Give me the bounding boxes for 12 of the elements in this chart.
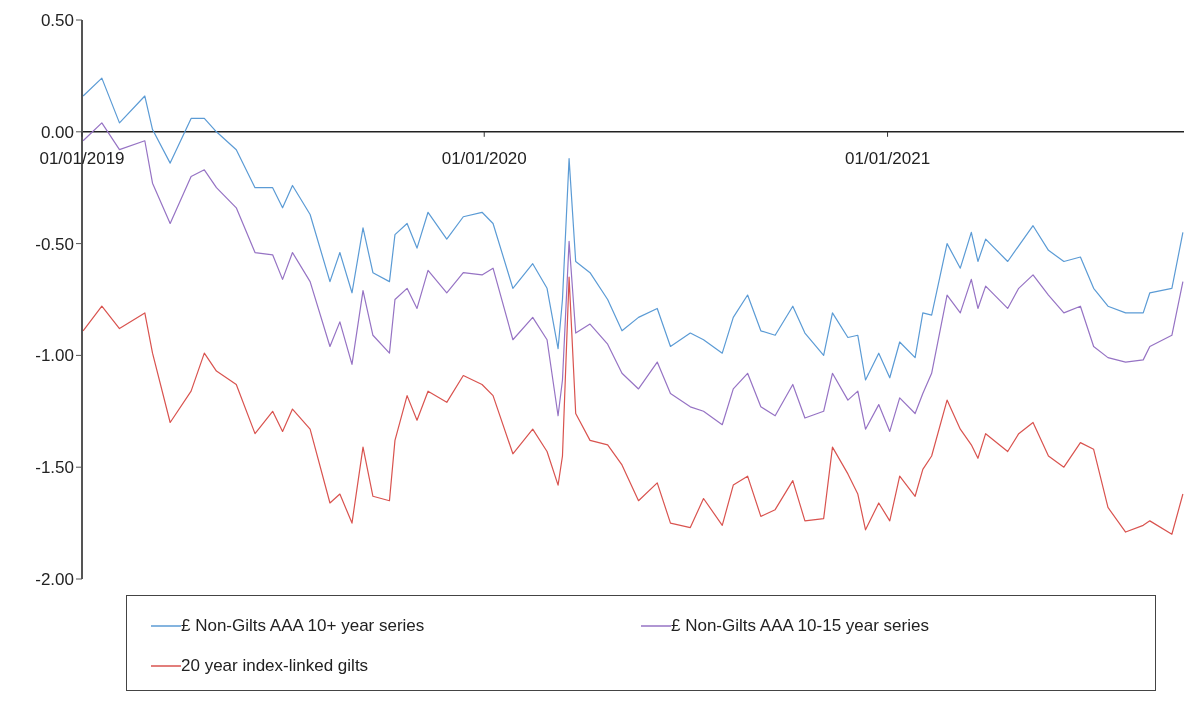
y-tick-label: -2.00 bbox=[35, 570, 74, 590]
legend-label: £ Non-Gilts AAA 10-15 year series bbox=[671, 616, 929, 636]
line-series bbox=[82, 276, 1184, 535]
y-tick-label: -1.00 bbox=[35, 346, 74, 366]
y-tick-label: 0.50 bbox=[40, 11, 74, 31]
legend-label: £ Non-Gilts AAA 10+ year series bbox=[181, 616, 425, 636]
legend-label: 20 year index-linked gilts bbox=[181, 656, 369, 676]
y-tick-label: -0.50 bbox=[35, 234, 74, 254]
x-tick-label: 01/01/2021 bbox=[845, 148, 931, 168]
y-tick-label: -1.50 bbox=[35, 458, 74, 478]
x-tick-label: 01/01/2020 bbox=[441, 148, 527, 168]
y-tick-label: 0.00 bbox=[40, 122, 74, 142]
